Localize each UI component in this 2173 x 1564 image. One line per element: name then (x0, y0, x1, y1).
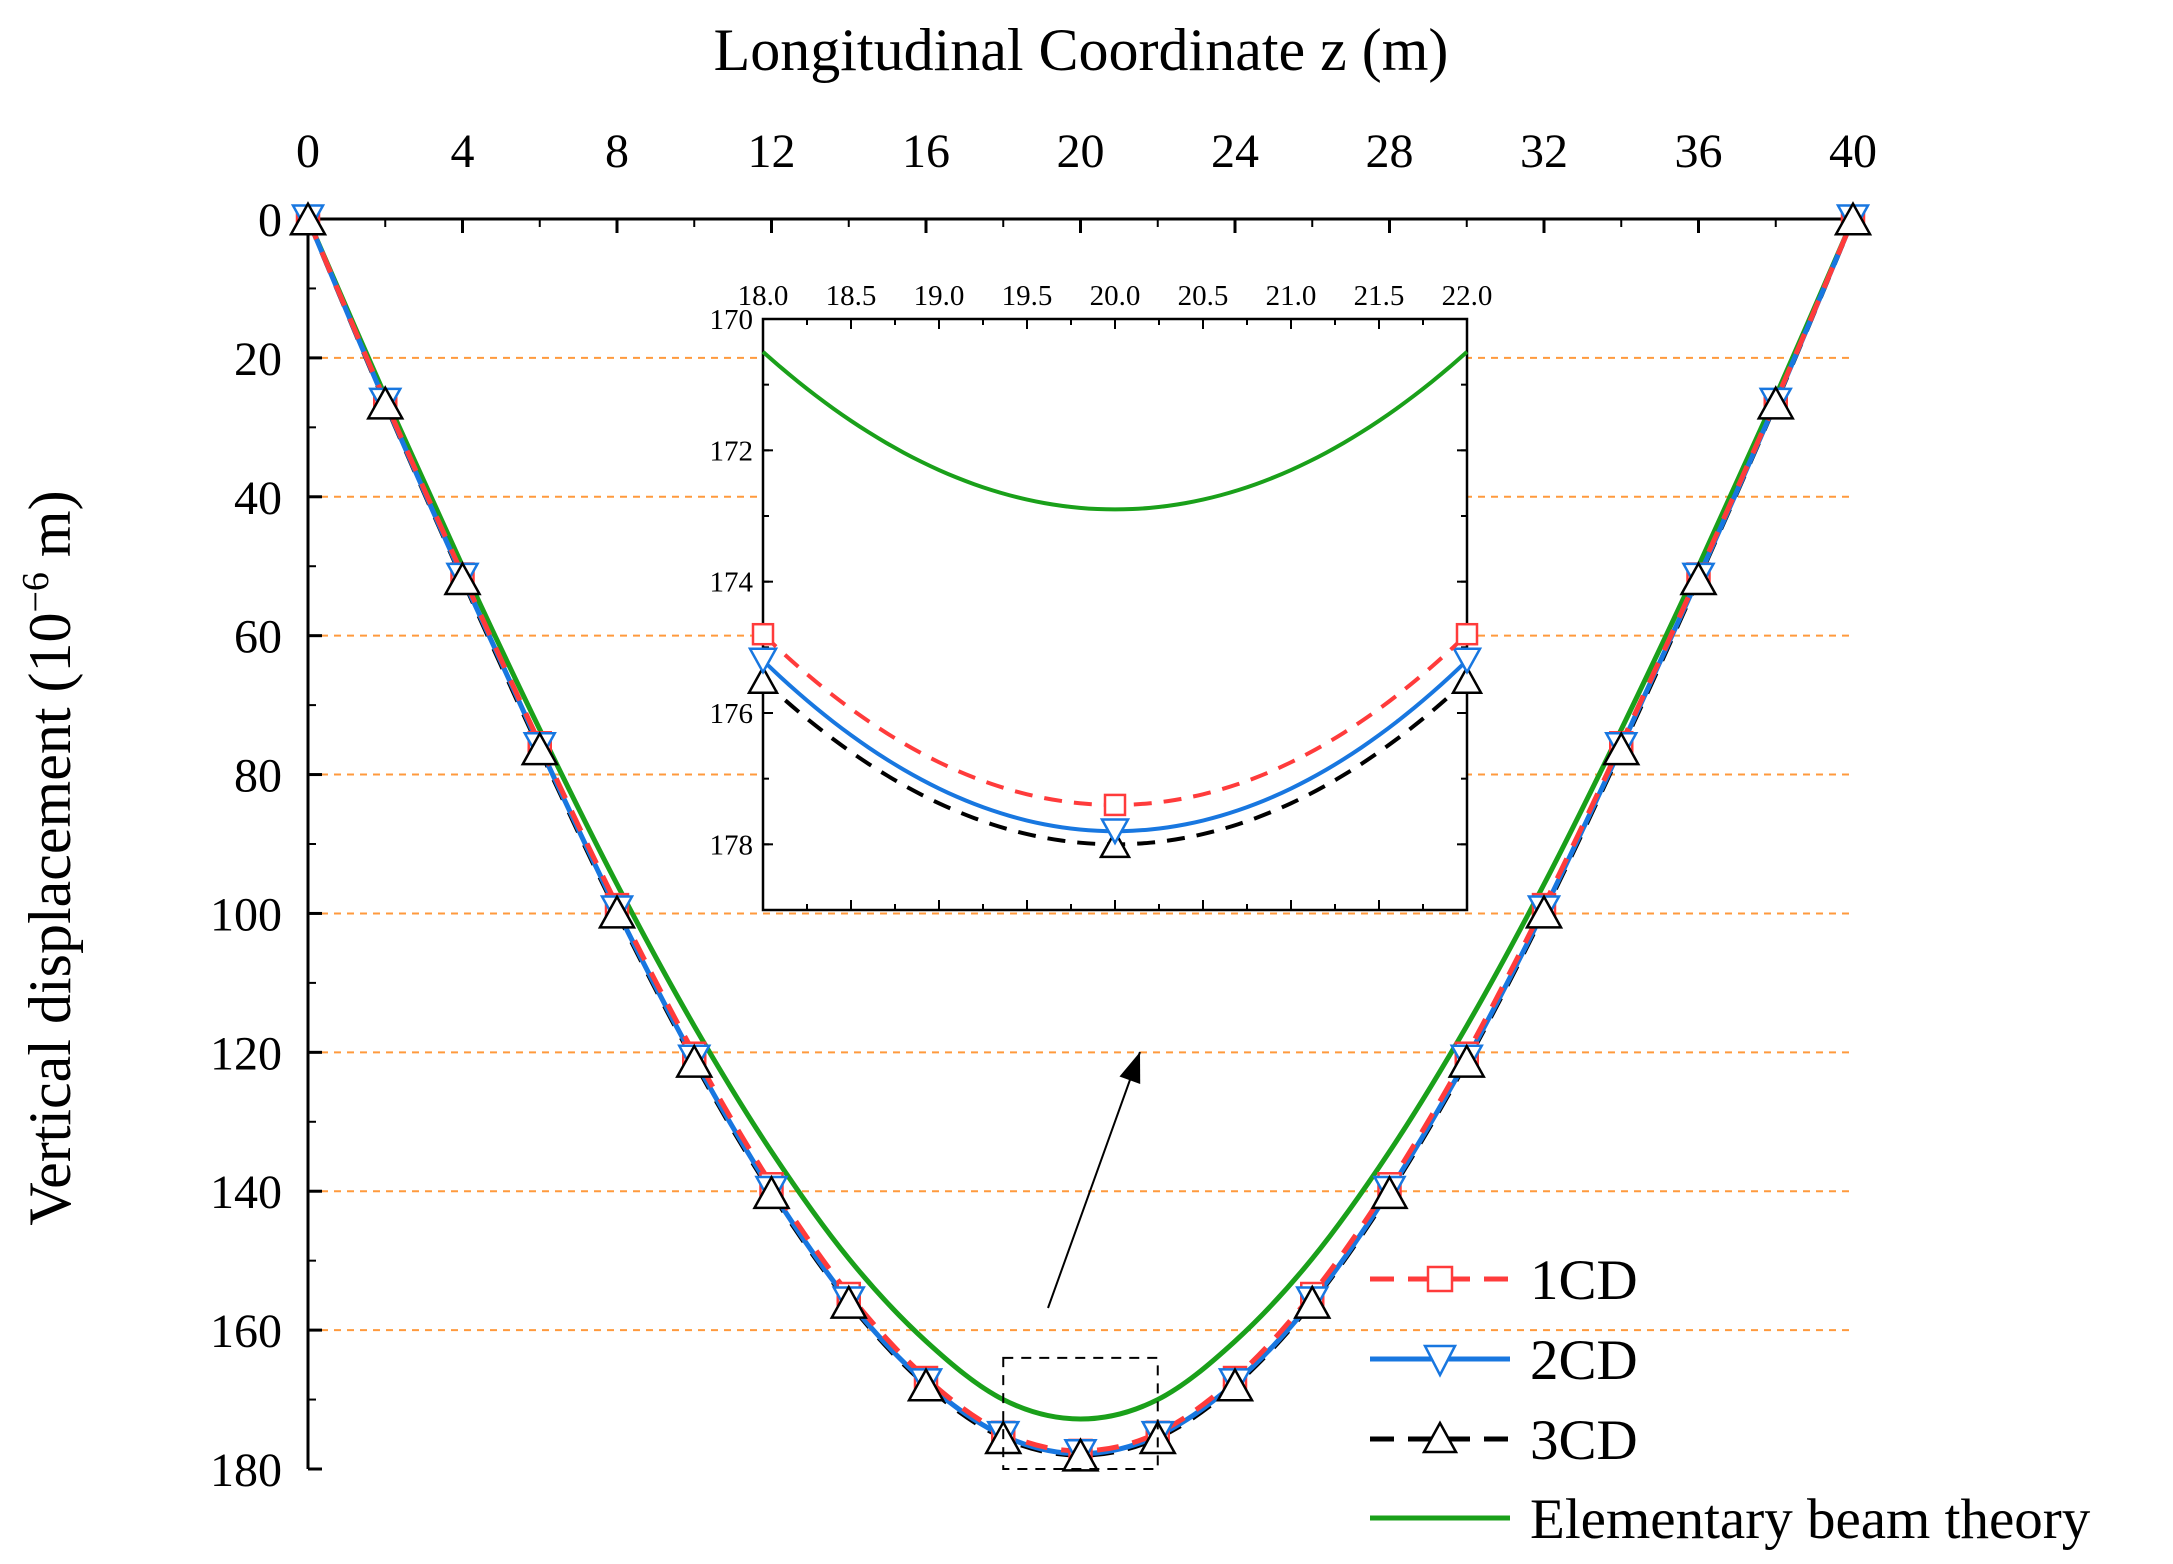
marker-3cd-2 (366, 385, 405, 420)
inset-x-tick-label-22.0: 22.0 (1442, 280, 1493, 312)
inset-x-tick-label-19.0: 19.0 (914, 280, 965, 312)
y-tick-label-0: 0 (258, 194, 282, 247)
legend: 1CD 2CD 3CD Elementary beam theory (1370, 1249, 2091, 1551)
marker-3cd-8 (597, 894, 637, 929)
inset-marker-3cd-22 (1450, 664, 1484, 695)
x-tick-label-20: 20 (1057, 125, 1105, 178)
y-tick-label-140: 140 (210, 1166, 282, 1219)
marker-3cd-28 (1370, 1174, 1409, 1210)
marker-3cd-38 (1756, 385, 1795, 420)
zoom-layer (1002, 1051, 1159, 1471)
inset-x-tick-label-20.0: 20.0 (1090, 280, 1141, 312)
marker-3cd-10 (675, 1043, 714, 1078)
x-tick-label-4: 4 (451, 125, 475, 178)
x-tick-label-8: 8 (605, 125, 629, 178)
y-axis-title: Vertical displacement (10−6 m) (15, 490, 83, 1225)
x-axis-title: Longitudinal Coordinate z (m) (714, 17, 1449, 83)
marker-3cd-40 (1833, 201, 1873, 236)
x-tick-label-0: 0 (296, 125, 320, 178)
x-tick-label-40: 40 (1829, 125, 1877, 178)
y-tick-label-60: 60 (234, 611, 282, 664)
legend-label-2cd: 2CD (1530, 1329, 1638, 1392)
legend-label-ebt: Elementary beam theory (1530, 1488, 2091, 1551)
inset-x-tick-label-21.0: 21.0 (1266, 280, 1317, 312)
inset-y-tick-label-178: 178 (710, 829, 754, 861)
y-tick-label-160: 160 (210, 1305, 282, 1358)
marker-layer (288, 201, 1873, 1472)
x-tick-label-16: 16 (902, 125, 950, 178)
legend-label-1cd: 1CD (1530, 1249, 1638, 1312)
x-tick-label-36: 36 (1675, 125, 1723, 178)
inset-x-tick-label-20.5: 20.5 (1178, 280, 1229, 312)
marker-3cd-24 (1215, 1367, 1255, 1402)
x-tick-label-28: 28 (1366, 125, 1414, 178)
marker-3cd-4 (443, 560, 482, 596)
marker-3cd-16 (906, 1367, 946, 1402)
marker-3cd-30 (1447, 1043, 1486, 1078)
marker-3cd-6 (520, 730, 559, 766)
y-tick-label-120: 120 (210, 1027, 282, 1080)
inset-x-tick-label-18.5: 18.5 (826, 280, 877, 312)
inset-marker-2cd-20 (1099, 818, 1131, 846)
series-line-elementary-beam-theory (305, 217, 1856, 1422)
axis-layer: 0 4 8 12 16 20 24 28 32 36 40 0 20 40 60 80 100 120 140 160… (210, 125, 1877, 1497)
zoom-arrow-head (1119, 1052, 1141, 1084)
x-tick-label-32: 32 (1520, 125, 1568, 178)
legend-label-3cd: 3CD (1530, 1409, 1638, 1472)
inset-y-tick-label-174: 174 (710, 567, 754, 599)
inset-y-tick-label-170: 170 (710, 304, 754, 336)
inset-marker-2cd-22 (1451, 647, 1483, 675)
x-tick-label-12: 12 (748, 125, 796, 178)
marker-3cd-34 (1602, 730, 1641, 766)
y-tick-label-180: 180 (210, 1444, 282, 1497)
y-tick-label-100: 100 (210, 888, 282, 941)
marker-3cd-26 (1293, 1284, 1332, 1319)
y-tick-label-80: 80 (234, 750, 282, 803)
inset-marker-2cd-18 (747, 647, 779, 675)
legend-marker-2cd (1422, 1344, 1458, 1378)
marker-3cd-14 (829, 1284, 868, 1319)
marker-3cd-36 (1679, 560, 1718, 596)
legend-marker-3cd (1421, 1420, 1459, 1454)
marker-3cd-32 (1524, 894, 1564, 929)
inset-marker-1cd-18 (751, 622, 775, 646)
marker-3cd-20 (1061, 1437, 1100, 1472)
y-axis-title-suffix: m) (17, 490, 83, 572)
inset: 18.0 18.5 19.0 19.5 20.0 20.5 21.0 21.5 22.0 170 1… (710, 280, 1493, 912)
inset-x-tick-label-21.5: 21.5 (1354, 280, 1405, 312)
y-tick-label-20: 20 (234, 333, 282, 386)
marker-3cd-12 (752, 1174, 791, 1210)
inset-marker-1cd-22 (1455, 622, 1479, 646)
marker-3cd-0 (288, 201, 328, 236)
inset-marker-1cd-20 (1103, 793, 1127, 817)
inset-y-tick-label-172: 172 (710, 435, 754, 467)
y-tick-label-40: 40 (234, 472, 282, 525)
y-axis-title-exponent: −6 (15, 572, 57, 612)
inset-x-tick-label-19.5: 19.5 (1002, 280, 1053, 312)
zoom-region-box (1002, 1356, 1159, 1471)
inset-y-tick-label-176: 176 (710, 698, 754, 730)
inset-x-tick-label-18.0: 18.0 (738, 280, 789, 312)
zoom-arrow (1047, 1051, 1141, 1309)
inset-marker-3cd-18 (746, 664, 780, 695)
legend-marker-1cd (1426, 1265, 1454, 1293)
y-axis-title-prefix: Vertical displacement (10 (17, 612, 83, 1225)
inset-series-line-elementary-beam-theory (761, 350, 1469, 512)
x-tick-label-24: 24 (1211, 125, 1259, 178)
